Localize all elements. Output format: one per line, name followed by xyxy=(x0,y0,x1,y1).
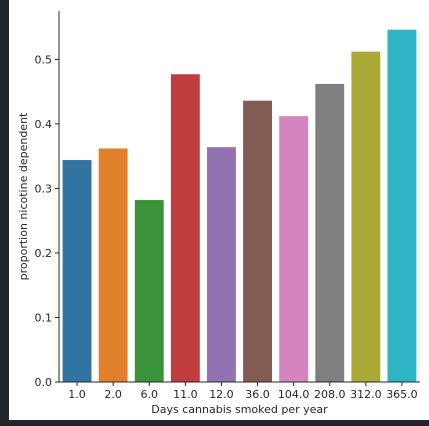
bar-11.0 xyxy=(170,74,200,382)
x-tick-label: 365.0 xyxy=(386,388,418,401)
y-tick-label: 0.4 xyxy=(35,118,53,131)
x-axis-title: Days cannabis smoked per year xyxy=(151,403,328,416)
bar-312.0 xyxy=(351,51,381,383)
x-tick-label: 208.0 xyxy=(314,388,346,401)
y-tick-label: 0.1 xyxy=(35,311,53,324)
bar-chart: 0.0 0.1 0.2 0.3 0.4 0.5 1.0 2.0 6.0 11.0 12.0 36.0… xyxy=(17,11,420,416)
x-axis-ticks: 1.0 2.0 6.0 11.0 12.0 36.0 104.0 208.0 312.0 365.… xyxy=(68,382,418,401)
x-tick-label: 12.0 xyxy=(209,388,234,401)
bar-6.0 xyxy=(134,200,164,382)
bar-104.0 xyxy=(279,116,309,382)
y-axis-title: proportion nicotine dependent xyxy=(17,112,30,280)
x-tick-label: 6.0 xyxy=(141,388,159,401)
x-tick-label: 11.0 xyxy=(173,388,198,401)
y-tick-label: 0.3 xyxy=(35,182,53,195)
x-tick-label: 312.0 xyxy=(350,388,382,401)
bar-1.0 xyxy=(62,160,92,382)
x-tick-label: 104.0 xyxy=(278,388,310,401)
y-tick-label: 0.5 xyxy=(35,53,53,66)
bar-208.0 xyxy=(315,83,345,382)
y-tick-label: 0.0 xyxy=(35,376,53,389)
bar-365.0 xyxy=(387,29,417,382)
y-axis-ticks: 0.0 0.1 0.2 0.3 0.4 0.5 xyxy=(35,53,59,389)
bar-12.0 xyxy=(207,147,236,382)
chart-figure: 0.0 0.1 0.2 0.3 0.4 0.5 1.0 2.0 6.0 11.0 12.0 36.0… xyxy=(9,0,429,420)
x-tick-label: 36.0 xyxy=(245,388,270,401)
x-tick-label: 1.0 xyxy=(68,388,86,401)
y-tick-label: 0.2 xyxy=(35,247,53,260)
bar-2.0 xyxy=(98,148,128,382)
bars xyxy=(62,29,417,383)
x-tick-label: 2.0 xyxy=(104,388,122,401)
bar-36.0 xyxy=(243,100,272,383)
